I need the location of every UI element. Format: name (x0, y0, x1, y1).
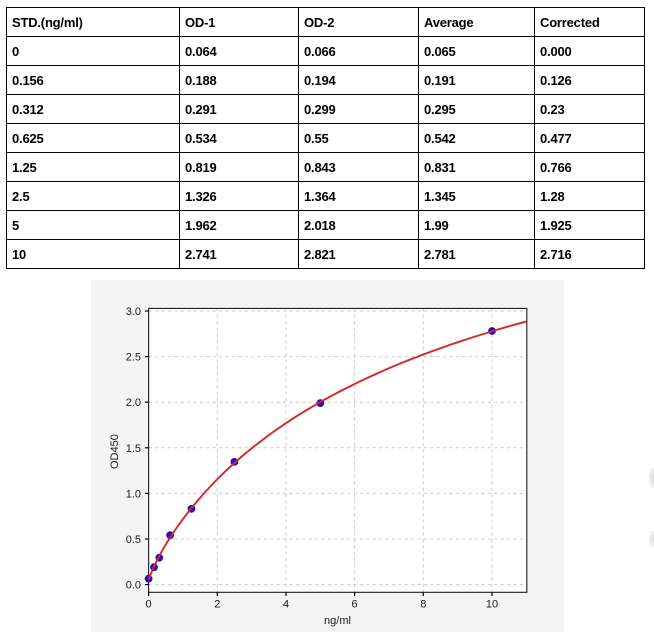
svg-text:2: 2 (214, 599, 220, 611)
svg-text:0.5: 0.5 (126, 534, 141, 546)
svg-text:6: 6 (352, 599, 358, 611)
svg-text:2.0: 2.0 (126, 397, 141, 409)
svg-text:1.0: 1.0 (126, 488, 141, 500)
svg-text:2.5: 2.5 (126, 352, 141, 364)
svg-text:ng/ml: ng/ml (324, 615, 351, 627)
svg-text:4: 4 (283, 599, 289, 611)
svg-text:3.0: 3.0 (126, 306, 141, 318)
svg-text:10: 10 (486, 599, 498, 611)
svg-text:0: 0 (146, 599, 152, 611)
svg-text:0.0: 0.0 (126, 580, 141, 592)
svg-text:1.5: 1.5 (126, 443, 141, 455)
svg-text:OD450: OD450 (109, 434, 121, 469)
svg-text:8: 8 (420, 599, 426, 611)
